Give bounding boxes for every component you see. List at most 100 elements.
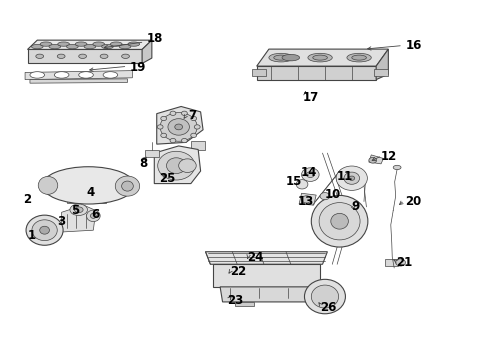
Ellipse shape <box>58 42 69 46</box>
Ellipse shape <box>57 54 65 58</box>
Text: 14: 14 <box>300 166 316 179</box>
Ellipse shape <box>49 44 61 49</box>
Ellipse shape <box>395 259 405 266</box>
Ellipse shape <box>304 279 345 314</box>
Polygon shape <box>375 49 387 80</box>
Text: 9: 9 <box>351 201 359 213</box>
Text: 4: 4 <box>86 186 94 199</box>
Polygon shape <box>256 66 375 80</box>
Text: 17: 17 <box>303 91 319 104</box>
Ellipse shape <box>75 42 87 46</box>
Ellipse shape <box>26 215 63 245</box>
Ellipse shape <box>343 172 359 184</box>
Ellipse shape <box>346 53 370 62</box>
Polygon shape <box>373 69 387 76</box>
Ellipse shape <box>158 151 194 180</box>
Ellipse shape <box>54 72 69 78</box>
Ellipse shape <box>282 54 299 61</box>
Polygon shape <box>368 155 383 164</box>
Ellipse shape <box>93 42 104 46</box>
Ellipse shape <box>70 204 87 216</box>
Polygon shape <box>30 79 127 83</box>
Text: 10: 10 <box>325 188 341 201</box>
Ellipse shape <box>319 203 359 240</box>
Text: 21: 21 <box>395 256 411 269</box>
Ellipse shape <box>42 167 135 204</box>
Ellipse shape <box>392 165 400 170</box>
Polygon shape <box>251 69 266 76</box>
Ellipse shape <box>157 125 163 129</box>
Text: 2: 2 <box>22 193 31 206</box>
Ellipse shape <box>181 138 187 143</box>
Ellipse shape <box>30 72 44 78</box>
Ellipse shape <box>181 111 187 116</box>
Polygon shape <box>190 140 205 149</box>
Text: 8: 8 <box>140 157 147 170</box>
Ellipse shape <box>161 133 166 138</box>
Ellipse shape <box>301 168 319 181</box>
Ellipse shape <box>296 180 307 189</box>
Ellipse shape <box>102 44 113 49</box>
Polygon shape <box>144 149 159 157</box>
Text: 25: 25 <box>159 172 175 185</box>
Text: 22: 22 <box>229 265 245 278</box>
Ellipse shape <box>194 125 200 129</box>
Polygon shape <box>25 71 132 80</box>
Ellipse shape <box>31 44 43 49</box>
Text: 3: 3 <box>57 215 65 228</box>
Text: 16: 16 <box>405 39 421 52</box>
Ellipse shape <box>335 166 366 190</box>
Polygon shape <box>256 49 387 66</box>
Text: 7: 7 <box>188 109 196 122</box>
Ellipse shape <box>190 116 196 121</box>
Ellipse shape <box>66 44 78 49</box>
Ellipse shape <box>161 116 166 121</box>
Ellipse shape <box>100 54 108 58</box>
Polygon shape <box>142 40 152 63</box>
Text: 18: 18 <box>147 32 163 45</box>
Ellipse shape <box>330 213 347 229</box>
Polygon shape <box>212 264 320 287</box>
Polygon shape <box>220 287 312 302</box>
Ellipse shape <box>36 54 43 58</box>
Ellipse shape <box>273 55 288 60</box>
Ellipse shape <box>110 42 122 46</box>
Ellipse shape <box>115 176 140 196</box>
Ellipse shape <box>32 220 57 240</box>
Ellipse shape <box>311 195 367 247</box>
Polygon shape <box>234 302 254 306</box>
Ellipse shape <box>190 133 196 138</box>
Polygon shape <box>205 252 327 264</box>
Text: 12: 12 <box>380 150 396 163</box>
Ellipse shape <box>86 210 100 222</box>
Ellipse shape <box>160 113 197 141</box>
Ellipse shape <box>178 159 196 172</box>
Ellipse shape <box>170 138 176 143</box>
Ellipse shape <box>368 157 376 163</box>
Text: 15: 15 <box>285 175 302 188</box>
Polygon shape <box>154 146 200 184</box>
Polygon shape <box>61 205 96 232</box>
Ellipse shape <box>348 176 354 180</box>
Polygon shape <box>157 107 203 144</box>
Ellipse shape <box>268 53 293 62</box>
Ellipse shape <box>306 172 314 177</box>
Ellipse shape <box>40 42 52 46</box>
Text: 13: 13 <box>298 195 314 208</box>
Ellipse shape <box>174 124 182 130</box>
Polygon shape <box>299 193 316 205</box>
Ellipse shape <box>40 226 49 234</box>
Text: 5: 5 <box>71 204 80 217</box>
Ellipse shape <box>122 54 129 58</box>
Ellipse shape <box>166 158 185 174</box>
Text: 11: 11 <box>336 170 353 183</box>
Ellipse shape <box>79 72 93 78</box>
Ellipse shape <box>119 44 131 49</box>
Text: 6: 6 <box>91 208 99 221</box>
Polygon shape <box>66 198 105 203</box>
Ellipse shape <box>312 55 327 60</box>
Polygon shape <box>27 49 142 63</box>
Text: 1: 1 <box>27 229 36 242</box>
Ellipse shape <box>90 213 96 219</box>
Ellipse shape <box>128 42 140 46</box>
